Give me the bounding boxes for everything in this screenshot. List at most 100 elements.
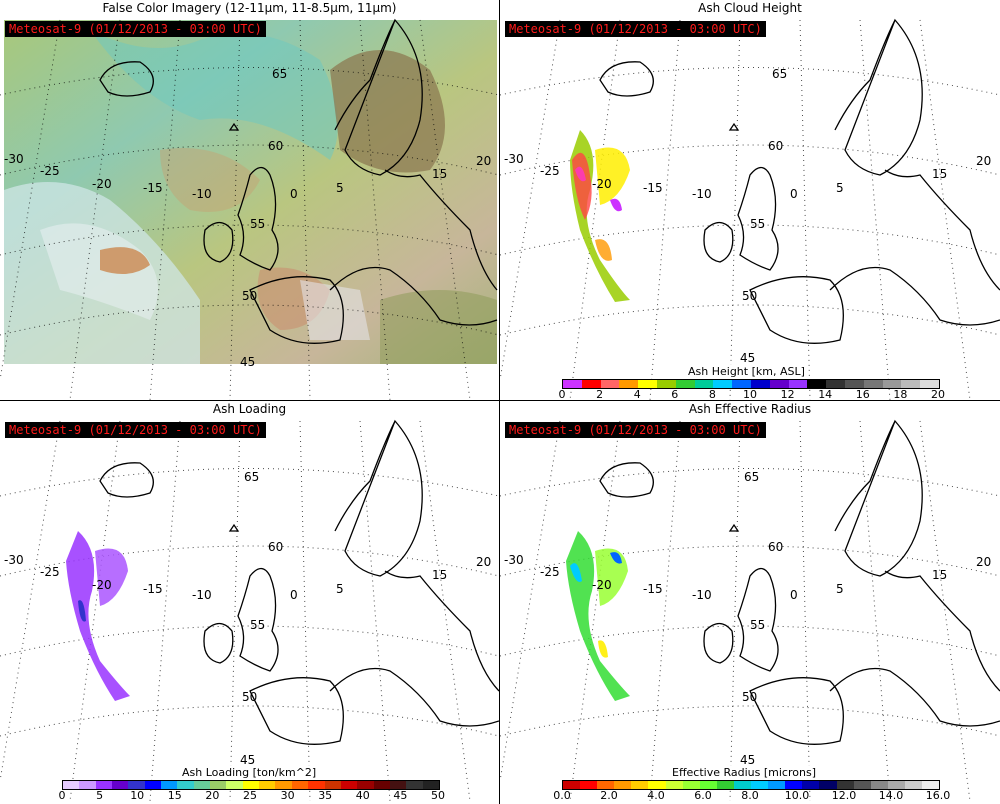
svg-text:65: 65	[772, 67, 787, 81]
svg-text:-15: -15	[143, 181, 163, 195]
colorbar-swatch	[581, 380, 601, 388]
colorbar-tick-label: 40	[355, 789, 370, 802]
svg-text:-30: -30	[4, 152, 24, 166]
colorbar-swatch	[648, 781, 666, 789]
svg-text:55: 55	[750, 618, 765, 632]
colorbar-swatch	[656, 380, 676, 388]
svg-text:0: 0	[290, 588, 298, 602]
svg-text:0: 0	[290, 187, 298, 201]
svg-text:20: 20	[476, 555, 491, 569]
svg-text:-20: -20	[592, 177, 612, 191]
colorbar-tick-label: 25	[243, 789, 257, 802]
colorbar-swatch	[694, 380, 714, 388]
colorbar-swatch	[308, 781, 325, 789]
colorbar-swatch	[177, 781, 194, 789]
svg-text:-10: -10	[192, 588, 212, 602]
colorbar-swatch	[422, 781, 439, 789]
colorbar-swatch	[242, 781, 260, 789]
colorbar-swatch	[836, 781, 854, 789]
svg-text:15: 15	[932, 167, 947, 181]
colorbar-swatch	[802, 781, 820, 789]
colorbar-swatch	[619, 380, 639, 388]
colorbar-tick-label: 16.0	[925, 789, 951, 802]
colorbar-tick-label: 12.0	[831, 789, 857, 802]
svg-text:45: 45	[740, 753, 755, 767]
colorbar-swatch	[193, 781, 211, 789]
colorbar-tick-label: 4.0	[647, 789, 665, 802]
colorbar-swatch	[665, 781, 683, 789]
colorbar-swatch	[112, 781, 129, 789]
colorbar-swatch	[769, 380, 789, 388]
svg-text:-15: -15	[643, 181, 663, 195]
svg-text:-30: -30	[504, 152, 524, 166]
svg-text:15: 15	[432, 568, 447, 582]
svg-text:15: 15	[432, 167, 447, 181]
svg-text:45: 45	[240, 753, 255, 767]
colorbar-label: Ash Height [km, ASL]	[686, 365, 807, 378]
colorbar-swatch	[904, 781, 922, 789]
ash-plume	[570, 130, 630, 302]
colorbar-swatch	[631, 781, 649, 789]
svg-text:45: 45	[740, 351, 755, 365]
svg-text:-15: -15	[643, 582, 663, 596]
colorbar-swatch	[819, 781, 837, 789]
colorbar-swatch	[750, 380, 770, 388]
svg-text:-25: -25	[40, 164, 60, 178]
svg-text:65: 65	[272, 67, 287, 81]
colorbar-tick-label: 10.0	[784, 789, 810, 802]
colorbar-tick-label: 50	[431, 789, 445, 802]
colorbar-swatch	[357, 781, 374, 789]
colorbar-swatch	[600, 380, 620, 388]
colorbar-swatch	[580, 781, 598, 789]
svg-text:20: 20	[476, 154, 491, 168]
colorbar-swatch	[863, 380, 883, 388]
colorbar-swatch	[921, 781, 940, 789]
colorbar-swatch	[768, 781, 786, 789]
colorbar-tick-label: 4	[633, 388, 641, 400]
colorbar-tick-label: 6.0	[694, 789, 712, 802]
colorbar-tick-label: 15	[167, 789, 182, 802]
svg-text:60: 60	[768, 540, 783, 554]
colorbar-swatch	[95, 781, 113, 789]
colorbar-swatch	[406, 781, 423, 789]
panel-title: Ash Effective Radius	[688, 402, 812, 416]
panel-ash-height: Ash Cloud Height 6	[500, 0, 1000, 400]
colorbar-swatch	[751, 781, 769, 789]
colorbar-swatch	[682, 781, 700, 789]
colorbar-tick-label: 20	[931, 388, 945, 400]
colorbar-tick-label: 18	[893, 388, 908, 400]
colorbar-swatch	[79, 781, 96, 789]
svg-text:55: 55	[250, 217, 265, 231]
svg-text:5: 5	[336, 181, 344, 195]
satellite-timestamp-badge: Meteosat-9 (01/12/2013 - 03:00 UTC)	[5, 422, 266, 438]
svg-text:50: 50	[742, 690, 757, 704]
colorbar-ticks: 0 5 10 15 20 25 30 35 40 45 50	[59, 789, 446, 802]
svg-text:-10: -10	[192, 187, 212, 201]
colorbar-swatch	[788, 380, 808, 388]
colorbar-swatch	[259, 781, 276, 789]
colorbar-swatch	[210, 781, 227, 789]
colorbar-swatch	[63, 781, 80, 789]
svg-text:20: 20	[976, 154, 991, 168]
colorbar-swatch	[324, 781, 341, 789]
svg-text:-30: -30	[504, 553, 524, 567]
colorbar-label: Effective Radius [microns]	[670, 766, 818, 779]
colorbar-swatch	[887, 781, 905, 789]
svg-text:-20: -20	[92, 177, 112, 191]
colorbar-tick-label: 0.0	[553, 789, 571, 802]
colorbar-swatch	[713, 380, 733, 388]
colorbar-tick-label: 2.0	[600, 789, 618, 802]
colorbar-swatch	[826, 380, 845, 388]
panel-false-color: False Color Imagery (12-11μm, 11-8.5μm, …	[0, 0, 499, 400]
colorbar-tick-label: 8	[708, 388, 716, 400]
svg-text:-30: -30	[4, 553, 24, 567]
colorbar-swatch	[920, 380, 939, 388]
false-color-map: 65 60 55 50 45 -30 -25 -20 -15 -10 0 5 1…	[0, 18, 499, 400]
ash-height-map: 65 60 55 50 45 -30 -25 -20 -15 -10 0 5 1…	[500, 18, 1000, 400]
svg-text:55: 55	[750, 217, 765, 231]
svg-text:-20: -20	[592, 578, 612, 592]
colorbar-swatch	[675, 380, 695, 388]
svg-text:60: 60	[268, 139, 283, 153]
svg-text:0: 0	[790, 588, 798, 602]
svg-text:-15: -15	[143, 582, 163, 596]
